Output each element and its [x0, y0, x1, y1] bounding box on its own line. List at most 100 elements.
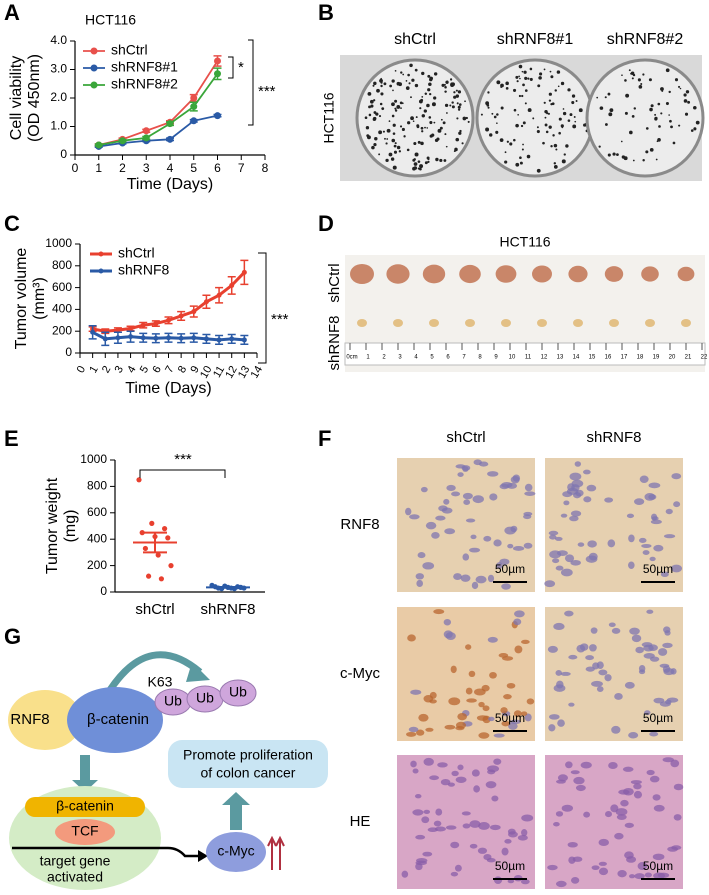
colony: [446, 80, 449, 83]
colony: [516, 80, 519, 83]
colony: [544, 123, 548, 127]
x-tick-label: 7: [163, 364, 176, 375]
nucleus: [611, 627, 621, 634]
legend-marker: [90, 81, 98, 89]
nucleus: [421, 816, 430, 824]
nucleus: [444, 528, 456, 535]
micrograph: [545, 755, 683, 889]
y-tick-label: 0: [60, 147, 67, 161]
nucleus: [462, 492, 473, 500]
row-label: RNF8: [340, 516, 379, 533]
nucleus: [653, 804, 665, 812]
nucleus: [653, 544, 664, 552]
colony: [487, 106, 490, 109]
y-tick-label: 200: [87, 558, 107, 572]
y-tick-label: 4.0: [50, 33, 67, 47]
colony: [399, 125, 403, 128]
nucleus: [521, 829, 528, 837]
nucleus: [461, 811, 471, 816]
ruler-label: 14: [573, 355, 580, 361]
colony: [401, 127, 405, 132]
x-tick-label: 6: [151, 364, 164, 375]
colony: [402, 73, 405, 76]
panel-letter: D: [318, 211, 334, 236]
nucleus: [634, 873, 645, 880]
y-tick-label: 1.0: [50, 119, 67, 133]
nucleus: [555, 880, 567, 888]
nucleus: [673, 501, 681, 508]
nucleus: [487, 636, 498, 643]
nucleus: [667, 846, 679, 852]
colony: [436, 137, 440, 141]
colony: [394, 99, 398, 103]
data-point: [214, 70, 221, 78]
data-point: [241, 337, 247, 343]
colony: [649, 107, 653, 112]
nucleus: [483, 853, 492, 861]
nucleus: [553, 622, 565, 630]
colony: [505, 87, 509, 90]
colony: [578, 108, 583, 113]
nucleus: [630, 780, 642, 785]
nucleus: [451, 770, 459, 777]
nucleus: [415, 834, 426, 840]
nucleus: [517, 834, 528, 841]
colony: [660, 112, 663, 115]
nucleus: [416, 579, 423, 588]
nucleus: [415, 573, 425, 580]
error-bar: [216, 585, 240, 589]
y-tick-label: 1000: [80, 452, 107, 466]
panel-letter: F: [318, 426, 331, 451]
nucleus: [473, 459, 482, 466]
annotation: *: [238, 59, 244, 76]
y-tick-label: 0: [65, 345, 72, 359]
colony: [521, 148, 524, 151]
nucleus: [412, 809, 424, 816]
colony: [523, 70, 527, 74]
colony: [518, 75, 520, 78]
column-label: shCtrl: [446, 429, 485, 446]
nucleus: [557, 719, 565, 727]
tumor: [386, 264, 410, 284]
colony: [370, 104, 374, 108]
nucleus: [406, 731, 417, 737]
colony: [657, 102, 661, 106]
x-tick-label: 10: [198, 364, 215, 381]
data-point: [190, 117, 198, 125]
x-tick-label: 5: [190, 161, 197, 175]
nucleus: [644, 710, 651, 716]
colony: [451, 101, 454, 104]
nucleus: [633, 790, 643, 799]
colony: [433, 121, 436, 124]
nucleus: [510, 476, 520, 484]
colony: [665, 102, 669, 106]
nucleus: [443, 498, 450, 505]
colony: [405, 86, 410, 90]
nucleus: [472, 495, 484, 504]
colony: [522, 143, 524, 146]
data-point: [178, 313, 184, 319]
node-label: RNF8: [10, 711, 49, 728]
nucleus: [608, 761, 618, 769]
tumor: [350, 264, 374, 284]
nucleus: [670, 759, 680, 768]
legend-marker: [90, 64, 98, 72]
colony: [444, 86, 447, 89]
nucleus: [548, 530, 559, 536]
data-point: [115, 335, 121, 341]
colony: [623, 156, 628, 161]
nucleus: [500, 707, 508, 714]
nucleus: [425, 521, 437, 530]
node-label: TCF: [71, 823, 98, 839]
colony: [374, 136, 378, 141]
nucleus: [423, 695, 434, 703]
colony: [690, 129, 694, 132]
nucleus: [438, 505, 448, 512]
colony: [505, 81, 509, 86]
colony: [515, 162, 520, 167]
colony: [455, 89, 458, 92]
data-point: [146, 573, 152, 579]
nucleus: [563, 500, 570, 506]
nucleus: [471, 769, 480, 777]
